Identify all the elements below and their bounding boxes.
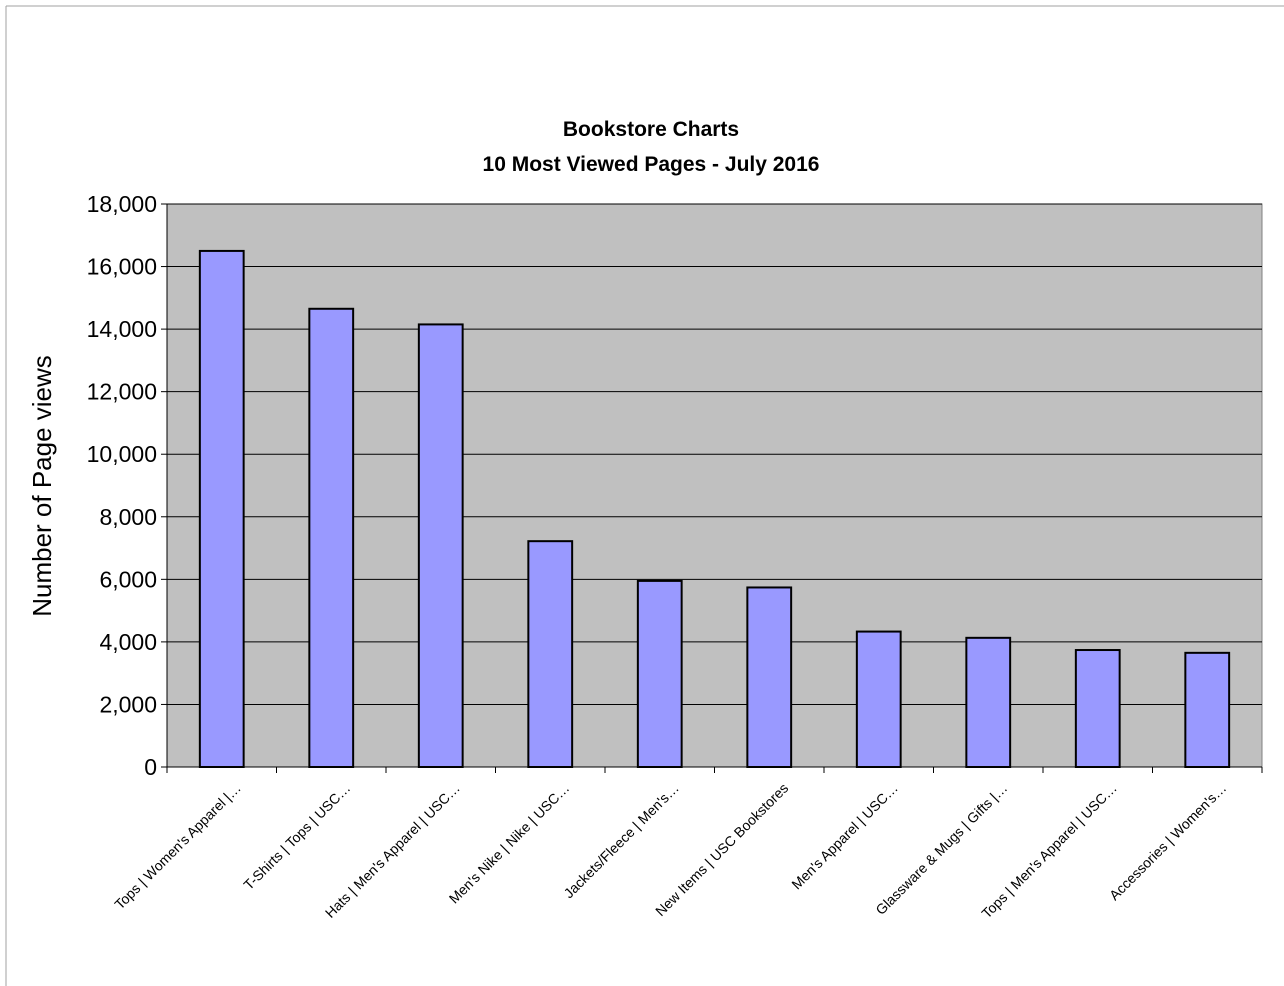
x-tick-label: Glassware & Mugs | Gifts |… <box>872 780 1010 918</box>
y-tick-label: 18,000 <box>87 191 157 217</box>
x-tick-label: New Items | USC Bookstores <box>652 780 791 919</box>
x-tick-label: Jackets/Fleece | Men's… <box>560 780 681 901</box>
y-tick-label: 16,000 <box>87 254 157 280</box>
y-tick-label: 10,000 <box>87 441 157 467</box>
bar <box>417 323 464 768</box>
chart-subtitle: 10 Most Viewed Pages - July 2016 <box>483 153 820 176</box>
bars <box>198 249 1231 769</box>
y-tick-label: 8,000 <box>99 504 157 530</box>
bar <box>965 636 1012 768</box>
x-tick-label: Accessories | Women's… <box>1106 780 1229 903</box>
x-tick-label: Men's Apparel | USC… <box>788 780 901 893</box>
y-tick-label: 12,000 <box>87 379 157 405</box>
bar <box>308 307 355 768</box>
bar <box>198 249 245 768</box>
chart-title: Bookstore Charts <box>563 118 739 141</box>
x-axis: Tops | Women's Apparel |…T-Shirts | Tops… <box>111 766 1263 921</box>
bar <box>1074 649 1121 769</box>
bar <box>636 579 683 768</box>
x-tick-label: T-Shirts | Tops | USC… <box>240 780 353 893</box>
y-tick-label: 0 <box>144 754 157 780</box>
y-tick-label: 4,000 <box>99 629 157 655</box>
bar <box>1184 651 1231 769</box>
y-tick-label: 14,000 <box>87 316 157 342</box>
y-axis-label: Number of Page views <box>27 355 57 617</box>
x-tick-label: Tops | Women's Apparel |… <box>111 780 244 913</box>
bar <box>746 586 793 769</box>
y-tick-label: 2,000 <box>99 691 157 717</box>
y-axis: 0 2,000 4,000 6,000 8,000 10,000 12,000 14,000 1… <box>87 191 168 780</box>
bar <box>527 540 574 768</box>
y-tick-label: 6,000 <box>99 566 157 592</box>
x-tick-label: Men's Nike | Nike | USC… <box>446 780 573 907</box>
bar <box>855 630 902 768</box>
